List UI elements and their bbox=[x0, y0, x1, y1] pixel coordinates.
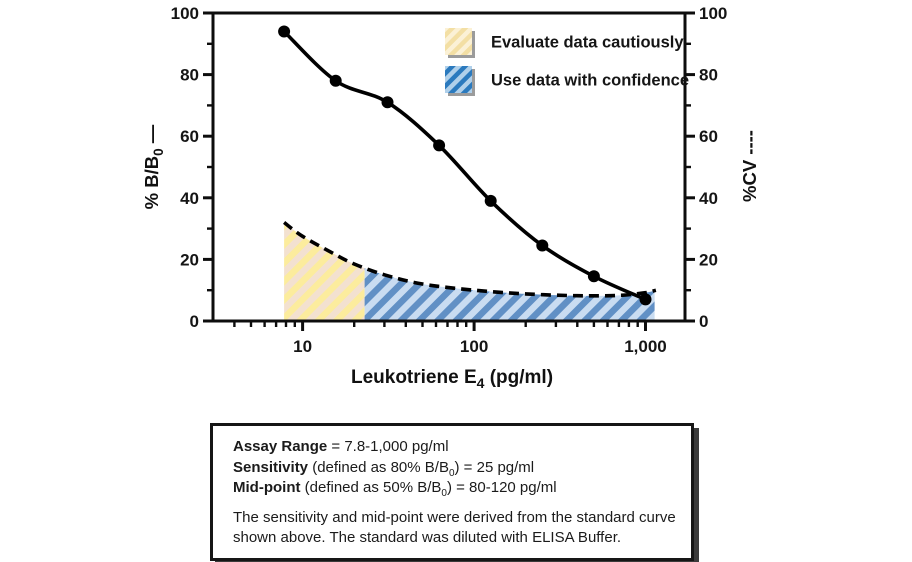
legend-label-evaluate-cautiously: Evaluate data cautiously bbox=[491, 34, 684, 52]
y-axis-right-tick-label: 100 bbox=[699, 4, 727, 23]
left-axis-title: % B/B0 — bbox=[141, 124, 166, 209]
x-axis-tick-label: 1,000 bbox=[624, 337, 667, 356]
standard-curve-chart: 10 100 1,000 0 0 20 20 40 40 60 60 80 80 100 100 Leukot… bbox=[141, 4, 760, 391]
plot-frame bbox=[211, 11, 687, 323]
data-point bbox=[329, 74, 342, 87]
sensitivity-label: Sensitivity bbox=[233, 458, 309, 476]
right-axis-title: %CV ---- bbox=[739, 130, 760, 202]
y-axis-right-tick-label: 40 bbox=[699, 189, 718, 208]
x-axis-title: Leukotriene E4 (pg/ml) bbox=[351, 367, 553, 391]
y-axis-left-tick-label: 20 bbox=[180, 250, 199, 269]
y-axis-right-tick-label: 20 bbox=[699, 250, 718, 269]
y-axis-left-tick-label: 0 bbox=[190, 312, 199, 331]
data-point bbox=[587, 270, 600, 283]
legend-swatch-evaluate-cautiously bbox=[445, 28, 472, 55]
y-axis-left-tick-label: 40 bbox=[180, 189, 199, 208]
y-axis-right-tick-label: 60 bbox=[699, 127, 718, 146]
sensitivity-line: Sensitivity (defined as 80% B/B0) = 25 p… bbox=[233, 458, 677, 479]
assay-range-line: Assay Range = 7.8-1,000 pg/ml bbox=[233, 437, 677, 458]
sensitivity-def: (defined as 80% B/B bbox=[308, 458, 449, 476]
mid-point-value: ) = 80-120 pg/ml bbox=[446, 479, 557, 496]
data-point bbox=[639, 293, 652, 306]
mid-point-label: Mid-point bbox=[233, 479, 301, 496]
data-point bbox=[484, 194, 497, 207]
assay-range-label: Assay Range bbox=[233, 438, 328, 455]
sensitivity-sub: 0 bbox=[448, 467, 455, 479]
region-evaluate-data-cautiously bbox=[284, 222, 365, 321]
data-point bbox=[433, 139, 446, 152]
mid-point-def: (defined as 50% B/B bbox=[300, 479, 442, 496]
x-axis-tick-label: 10 bbox=[293, 337, 312, 356]
assay-info-box: Assay Range = 7.8-1,000 pg/ml Sensitivit… bbox=[210, 423, 694, 561]
assay-range-value: = 7.8-1,000 pg/ml bbox=[327, 438, 449, 455]
legend-label-use-with-confidence: Use data with confidence bbox=[491, 72, 689, 90]
info-note: The sensitivity and mid-point were deriv… bbox=[233, 508, 676, 547]
y-axis-left-tick-label: 80 bbox=[180, 66, 199, 85]
y-axis-right-tick-label: 80 bbox=[699, 66, 718, 85]
cv-curve-line bbox=[282, 220, 657, 298]
data-point bbox=[381, 96, 394, 109]
data-point bbox=[278, 25, 291, 38]
y-axis-right-tick-label: 0 bbox=[699, 312, 708, 331]
legend-swatch-use-with-confidence bbox=[445, 66, 472, 93]
y-axis-left-tick-label: 60 bbox=[180, 127, 199, 146]
y-axis-left-tick-label: 100 bbox=[171, 4, 199, 23]
sensitivity-value: ) = 25 pg/ml bbox=[454, 458, 535, 476]
mid-point-line: Mid-point (defined as 50% B/B0) = 80-120… bbox=[233, 478, 677, 499]
data-point bbox=[536, 239, 549, 252]
x-axis-tick-label: 100 bbox=[460, 337, 488, 356]
mid-point-sub: 0 bbox=[441, 488, 447, 499]
